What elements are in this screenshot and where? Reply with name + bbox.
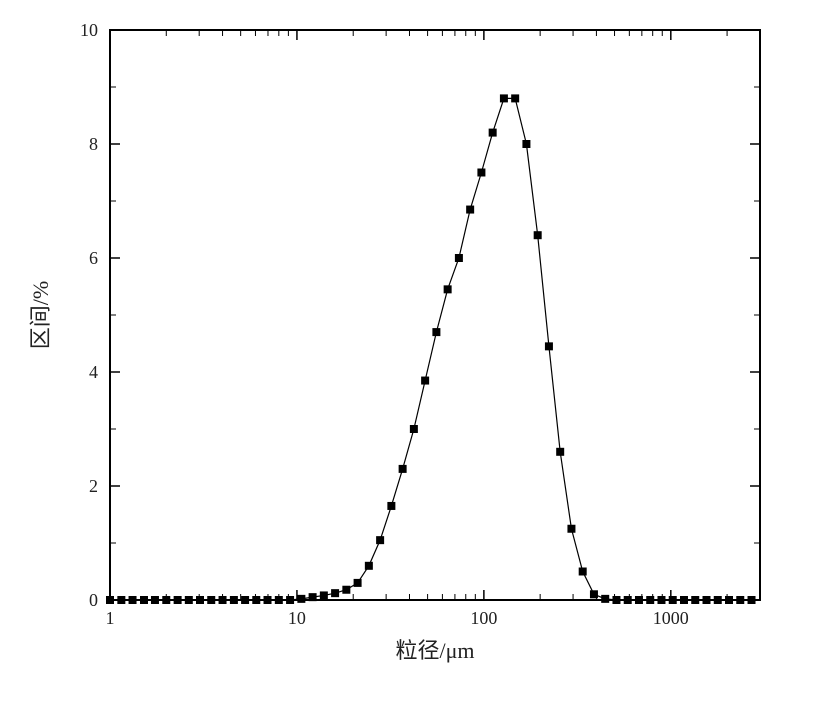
- data-marker: [466, 206, 474, 214]
- data-marker: [590, 590, 598, 598]
- data-marker: [140, 596, 148, 604]
- data-marker: [444, 285, 452, 293]
- data-marker: [219, 596, 227, 604]
- data-marker: [354, 579, 362, 587]
- data-marker: [230, 596, 238, 604]
- data-marker: [511, 94, 519, 102]
- data-marker: [624, 596, 632, 604]
- data-marker: [162, 596, 170, 604]
- data-marker: [522, 140, 530, 148]
- data-marker: [320, 591, 328, 599]
- data-marker: [207, 596, 215, 604]
- svg-text:1: 1: [106, 608, 115, 628]
- data-marker: [196, 596, 204, 604]
- data-marker: [275, 596, 283, 604]
- svg-text:6: 6: [89, 248, 98, 268]
- data-marker: [556, 448, 564, 456]
- data-marker: [646, 596, 654, 604]
- data-marker: [702, 596, 710, 604]
- data-marker: [297, 595, 305, 603]
- data-marker: [241, 596, 249, 604]
- data-marker: [309, 593, 317, 601]
- data-marker: [567, 525, 575, 533]
- data-marker: [545, 342, 553, 350]
- data-marker: [264, 596, 272, 604]
- data-marker: [714, 596, 722, 604]
- data-marker: [174, 596, 182, 604]
- data-marker: [365, 562, 373, 570]
- data-marker: [421, 377, 429, 385]
- data-marker: [376, 536, 384, 544]
- data-marker: [387, 502, 395, 510]
- svg-text:100: 100: [470, 608, 497, 628]
- data-marker: [432, 328, 440, 336]
- data-marker: [691, 596, 699, 604]
- data-marker: [455, 254, 463, 262]
- data-marker: [657, 596, 665, 604]
- svg-text:2: 2: [89, 476, 98, 496]
- data-marker: [669, 596, 677, 604]
- data-marker: [500, 94, 508, 102]
- data-marker: [736, 596, 744, 604]
- data-marker: [106, 596, 114, 604]
- data-marker: [185, 596, 193, 604]
- svg-text:8: 8: [89, 134, 98, 154]
- data-marker: [399, 465, 407, 473]
- data-marker: [579, 568, 587, 576]
- data-marker: [601, 595, 609, 603]
- particle-size-chart: 0 2 4 6 8 10 1 10 100 1000 粒径/μm 区间/%: [0, 0, 832, 707]
- svg-text:0: 0: [89, 590, 98, 610]
- svg-text:1000: 1000: [653, 608, 689, 628]
- data-marker: [725, 596, 733, 604]
- data-marker: [342, 586, 350, 594]
- chart-container: 0 2 4 6 8 10 1 10 100 1000 粒径/μm 区间/%: [0, 0, 832, 707]
- data-marker: [331, 589, 339, 597]
- svg-text:10: 10: [288, 608, 306, 628]
- y-axis-label: 区间/%: [28, 281, 53, 349]
- svg-text:4: 4: [89, 362, 98, 382]
- data-marker: [117, 596, 125, 604]
- data-marker: [151, 596, 159, 604]
- data-marker: [252, 596, 260, 604]
- data-marker: [477, 169, 485, 177]
- data-marker: [129, 596, 137, 604]
- data-marker: [680, 596, 688, 604]
- svg-text:10: 10: [80, 20, 98, 40]
- data-marker: [635, 596, 643, 604]
- data-marker: [748, 596, 756, 604]
- x-axis-label: 粒径/μm: [395, 638, 474, 663]
- data-marker: [489, 129, 497, 137]
- data-marker: [410, 425, 418, 433]
- data-marker: [534, 231, 542, 239]
- data-marker: [286, 596, 294, 604]
- data-marker: [612, 596, 620, 604]
